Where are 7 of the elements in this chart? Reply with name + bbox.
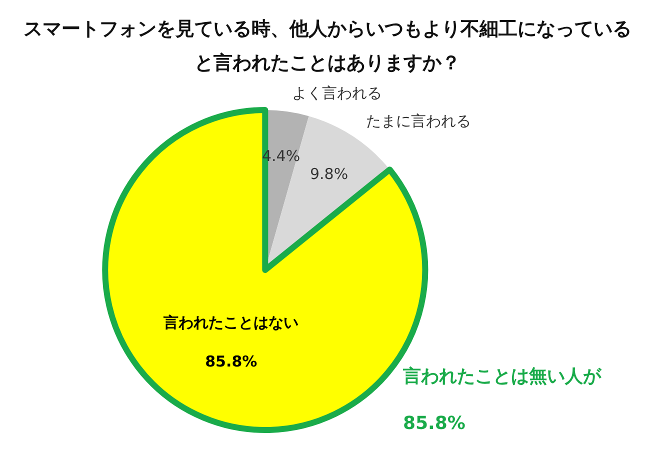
slice-label: 言われたことはない: [162, 314, 299, 332]
data-label: 9.8%: [310, 165, 348, 183]
slice-label: よく言われる: [292, 84, 382, 102]
chart-title: スマートフォンを見ている時、他人からいつもより不細工になっていると言われたことはありますか？: [22, 17, 632, 76]
text: 言われたことは無い人が 85.8%: [403, 366, 601, 434]
slice-label: たまに言われる: [366, 112, 471, 130]
data-label: 85.8%: [205, 352, 258, 371]
